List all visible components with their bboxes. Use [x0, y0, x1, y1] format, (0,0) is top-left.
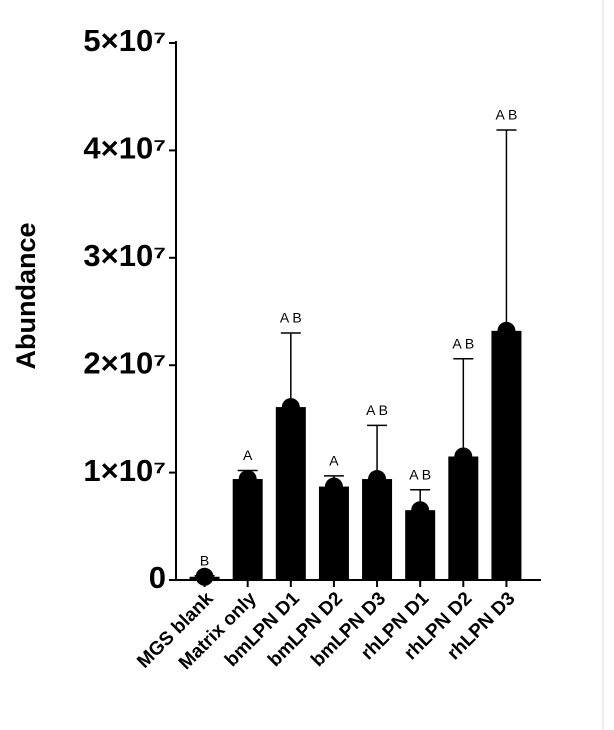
y-tick-label: 4×10⁷: [83, 131, 166, 166]
bar: [318, 486, 349, 580]
bar: [491, 330, 522, 580]
mean-dot: [281, 398, 300, 417]
y-tick-label: 0: [149, 560, 166, 595]
mean-dot: [411, 501, 430, 520]
annotation: A: [329, 453, 339, 469]
mean-dot: [238, 470, 257, 489]
y-tick-label: 1×10⁷: [83, 453, 166, 488]
annotation: A B: [366, 402, 388, 418]
y-tick-label: 3×10⁷: [83, 238, 166, 273]
y-tick-label: 5×10⁷: [83, 23, 166, 58]
mean-dot: [195, 567, 214, 586]
annotation: A: [243, 447, 253, 463]
annotation: A B: [452, 335, 474, 351]
bar: [362, 479, 393, 580]
mean-dot: [497, 321, 516, 340]
y-tick-label: 2×10⁷: [83, 345, 166, 380]
bar: [448, 456, 479, 580]
mean-dot: [368, 470, 387, 489]
mean-dot: [324, 477, 343, 496]
mean-dot: [454, 447, 473, 466]
bar: [405, 510, 436, 580]
bar: [275, 407, 306, 580]
annotation: A B: [496, 107, 518, 123]
y-axis-title: Abundance: [11, 222, 41, 369]
annotation: A B: [280, 310, 302, 326]
bar: [232, 479, 263, 580]
annotation: B: [200, 552, 209, 568]
annotation: A B: [409, 466, 431, 482]
